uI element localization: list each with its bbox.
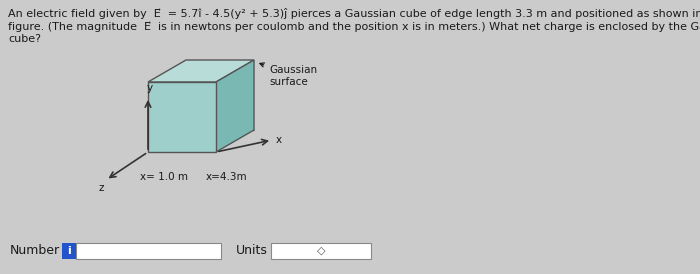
FancyBboxPatch shape (76, 243, 221, 259)
Text: i: i (67, 246, 71, 256)
Text: x=4.3m: x=4.3m (206, 172, 248, 182)
FancyBboxPatch shape (271, 243, 371, 259)
Text: figure. (The magnitude  E⃗  is in newtons per coulomb and the position x is in m: figure. (The magnitude E⃗ is in newtons … (8, 21, 700, 32)
Text: y: y (147, 83, 153, 93)
Polygon shape (148, 60, 254, 82)
FancyBboxPatch shape (62, 243, 76, 259)
Text: x= 1.0 m: x= 1.0 m (140, 172, 188, 182)
Text: x: x (276, 135, 282, 145)
Polygon shape (148, 82, 216, 152)
Text: Units: Units (236, 244, 268, 258)
Text: cube?: cube? (8, 34, 41, 44)
Text: ◇: ◇ (316, 246, 326, 256)
Text: An electric field given by  E⃗  = 5.7î - 4.5(y² + 5.3)ĵ pierces a Gaussian cube : An electric field given by E⃗ = 5.7î - 4… (8, 8, 700, 19)
Polygon shape (216, 60, 254, 152)
Text: Number: Number (10, 244, 60, 258)
Text: Gaussian
surface: Gaussian surface (260, 63, 317, 87)
Text: z: z (98, 183, 104, 193)
